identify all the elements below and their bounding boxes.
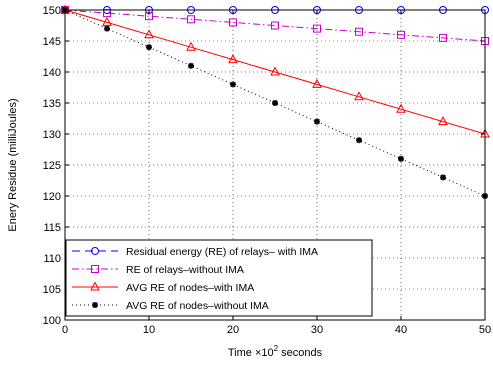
y-tick-label: 130	[43, 129, 61, 141]
x-tick-label: 10	[143, 324, 155, 336]
legend-label: AVG RE of nodes–without IMA	[126, 300, 269, 312]
triangle-marker	[228, 54, 238, 64]
x-axis-title-unit: seconds	[278, 347, 323, 359]
star-marker	[314, 118, 320, 125]
star-stroke	[92, 302, 98, 308]
series-2-line	[64, 9, 486, 42]
y-tick-label: 135	[43, 98, 61, 110]
y-tick-label: 100	[43, 315, 61, 327]
x-axis-title: Time ×102 seconds	[228, 344, 323, 359]
star-stroke	[188, 62, 194, 69]
star-marker	[146, 44, 152, 51]
y-tick-label: 120	[43, 191, 61, 203]
series-2	[61, 6, 489, 45]
star-stroke	[314, 118, 320, 125]
legend-entry-1: Residual energy (RE) of relays– with IMA	[72, 246, 318, 258]
x-tick-label: 0	[62, 324, 68, 336]
triangle-marker	[270, 66, 280, 76]
triangle-marker	[312, 78, 322, 88]
x-tick-label: 50	[479, 324, 491, 336]
legend-label: AVG RE of nodes–with IMA	[126, 282, 254, 294]
square-marker	[91, 265, 99, 273]
square-marker	[439, 33, 447, 42]
y-tick-label: 140	[43, 67, 61, 79]
star-stroke	[398, 155, 404, 162]
star-marker	[440, 174, 446, 181]
square-marker	[229, 18, 237, 27]
legend-box	[65, 239, 373, 317]
circle-marker	[91, 247, 99, 255]
ticks: 0 10 20 30 40 50 100 105 110 115 120 125 130 135 140 14…	[43, 5, 491, 336]
triangle-marker	[102, 16, 112, 26]
y-tick-label: 150	[43, 5, 61, 17]
star-stroke	[104, 25, 110, 32]
triangle-marker	[396, 103, 406, 113]
x-axis-title-main: Time ×10	[228, 347, 274, 359]
square-marker	[271, 21, 279, 30]
square-marker	[397, 30, 405, 39]
y-tick-label: 110	[43, 253, 61, 265]
y-axis-title: Enery Residue (milliJoules)	[7, 98, 19, 231]
triangle-marker	[438, 116, 448, 126]
y-tick-label: 145	[43, 36, 61, 48]
x-tick-label: 30	[311, 324, 323, 336]
star-stroke	[146, 44, 152, 51]
triangle-marker	[354, 91, 364, 101]
series-3-line	[64, 9, 486, 135]
y-tick-label: 115	[43, 222, 61, 234]
star-marker	[398, 155, 404, 162]
y-tick-label: 125	[43, 160, 61, 172]
x-tick-label: 40	[395, 324, 407, 336]
star-stroke	[272, 100, 278, 106]
star-marker	[356, 137, 362, 144]
triangle-marker	[144, 29, 154, 39]
legend-label: Residual energy (RE) of relays– with IMA	[126, 246, 318, 258]
legend: Residual energy (RE) of relays– with IMA…	[65, 239, 373, 317]
square-marker	[313, 24, 321, 33]
star-stroke	[440, 174, 446, 181]
star-marker	[92, 302, 98, 308]
star-marker	[104, 25, 110, 32]
x-axis-title-superscript: 2	[274, 344, 279, 353]
star-marker	[230, 81, 236, 88]
star-stroke	[356, 137, 362, 144]
triangle-marker	[186, 41, 196, 51]
series-4-line	[64, 9, 486, 197]
star-marker	[188, 62, 194, 69]
legend-label: RE of relays–without IMA	[126, 264, 244, 276]
legend-entry-2: RE of relays–without IMA	[72, 264, 244, 276]
legend-entry-4: AVG RE of nodes–without IMA	[72, 300, 269, 312]
star-stroke	[230, 81, 236, 88]
square-marker	[355, 27, 363, 36]
x-tick-label: 20	[227, 324, 239, 336]
y-tick-label: 105	[43, 284, 61, 296]
square-marker	[187, 15, 195, 24]
star-marker	[272, 100, 278, 106]
legend-entry-3: AVG RE of nodes–with IMA	[72, 281, 254, 294]
triangle-marker	[90, 281, 100, 291]
